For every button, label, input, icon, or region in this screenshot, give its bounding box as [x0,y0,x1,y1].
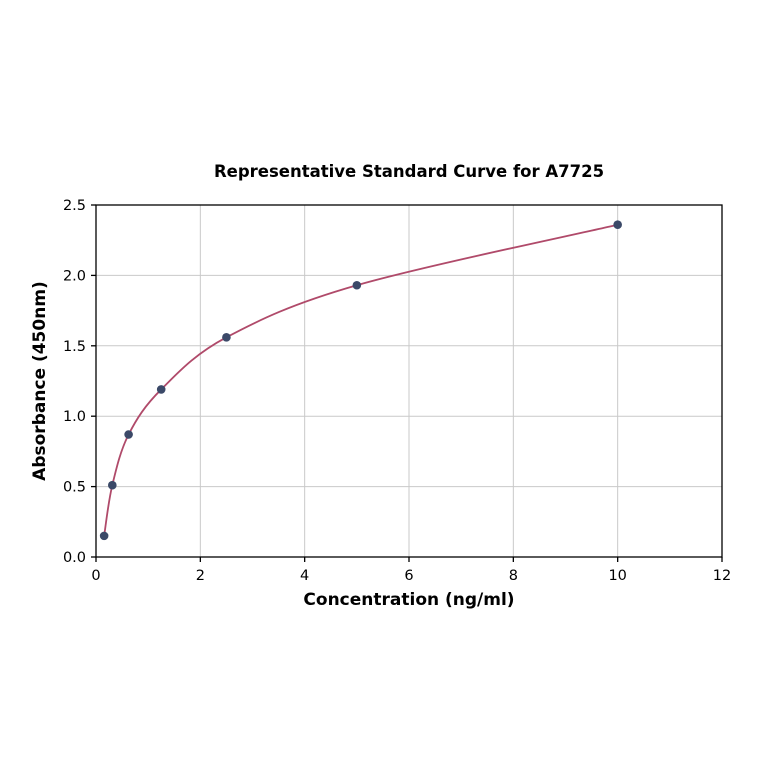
data-point [156,385,166,394]
chart-title: Representative Standard Curve for A7725 [213,162,605,181]
x-tick-label: 8 [509,568,518,584]
x-tick-label: 6 [404,568,413,584]
gridlines [95,204,723,558]
x-tick-label: 0 [91,568,100,584]
x-axis-label: Concentration (ng/ml) [303,590,515,610]
x-tick-label: 10 [608,568,626,584]
x-tick-label: 4 [300,568,309,584]
y-tick-label: 2.0 [63,268,86,284]
data-point [99,531,109,541]
data-point [352,280,362,290]
data-points [99,220,622,541]
y-tick-label: 0.5 [63,480,86,496]
y-tick-label: 1.5 [63,339,86,355]
data-point [222,333,231,342]
x-tick-label: 2 [196,568,205,584]
fit-curve [103,223,618,537]
data-point [108,480,117,490]
tick-marks [91,204,723,562]
data-point [124,430,133,439]
tick-labels: 0 2 4 6 8 10 12 0.0 0.5 1.0 1.5 2.0 2.5 [63,198,731,584]
data-point [613,220,622,230]
y-tick-label: 2.5 [63,198,86,214]
y-tick-label: 1.0 [63,409,86,425]
x-tick-label: 12 [713,568,731,584]
y-tick-label: 0.0 [63,550,86,566]
